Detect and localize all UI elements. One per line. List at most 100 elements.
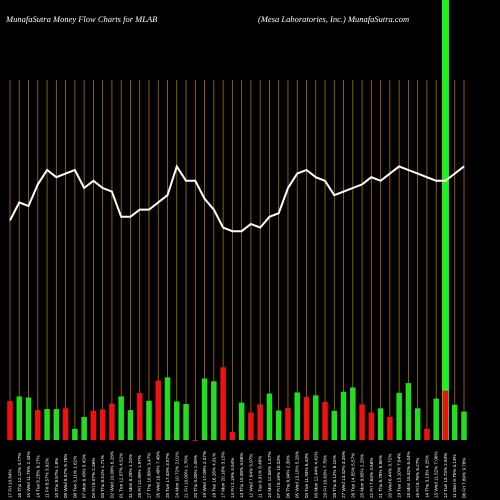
- money-flow-bar: [303, 397, 310, 440]
- x-tick-label: 24 Mon 10.72% 2.01%: [174, 452, 179, 498]
- x-tick-label: 07 Fri 8.19% 10.33%: [276, 455, 281, 498]
- x-tick-label: 16 Thu 12.12% 4.77%: [17, 453, 22, 498]
- x-tick-label: 25 Mon 9.85% 2.28%: [360, 454, 365, 498]
- x-tick-label: 03 Mon 12.44% 4.42%: [313, 452, 318, 498]
- money-flow-bar: [127, 410, 134, 440]
- money-flow-bar: [192, 440, 199, 441]
- money-flow-bar: [155, 380, 161, 440]
- money-flow-bar: [62, 408, 69, 440]
- money-flow-bar: [433, 398, 439, 440]
- grid-lines: [9, 80, 465, 440]
- money-flow-bar: [377, 408, 384, 440]
- x-tick-label: 18 Mon 15.82% 6.44%: [406, 452, 411, 498]
- money-flow-bar: [359, 404, 365, 440]
- x-tick-label: 05 Wed 13.15% 5.28%: [295, 451, 300, 498]
- money-flow-bar: [109, 403, 115, 440]
- money-flow-bar: [322, 401, 328, 440]
- money-flow-bar: [81, 416, 87, 440]
- x-tick-label: 15 Fri 8.76% 6.27%: [415, 458, 420, 498]
- x-tick-label: 14 Fri 2.19% 4.54%: [230, 458, 235, 498]
- money-flow-bar: [201, 378, 208, 440]
- x-tick-label: 13 Wed 11.52% 7.06%: [434, 451, 439, 498]
- x-tick-label: 22 Fri 7.63% 4.56%: [369, 458, 374, 498]
- x-tick-label: 17 Mon 20.16% 3.15%: [221, 452, 226, 498]
- x-tick-label: 13 Thu 10.38% 3.06%: [239, 453, 244, 498]
- money-flow-bar: [118, 396, 124, 440]
- money-flow-bar: [405, 383, 412, 440]
- x-tick-label: 20 Wed 6.44% 3.72%: [387, 454, 392, 498]
- money-flow-bar: [99, 409, 106, 440]
- money-flow-bar: [44, 409, 50, 440]
- money-flow-bar: [275, 410, 282, 440]
- x-tick-label: 11 Fri 8.57% 3.92%: [45, 458, 50, 498]
- x-tick-label: 18 Tue 16.26% 4.91%: [211, 453, 216, 498]
- money-flow-bar: [350, 387, 356, 440]
- x-tick-label: 08 Fri 7.89% 9.78%: [462, 458, 467, 498]
- x-tick-label: 11 Tue 9.91% 8.48%: [258, 456, 263, 498]
- x-tick-label: 03 Thu 8.51% 1.71%: [100, 455, 105, 498]
- x-tick-label: 20 Thu 0.00% 1.09%: [193, 455, 198, 498]
- x-tick-label: 28 Thu 8.12% 8.15%: [332, 455, 337, 498]
- price-line: [9, 164, 465, 233]
- money-flow-bar: [16, 396, 23, 440]
- money-flow-bar: [164, 377, 171, 440]
- x-tick-label: 02 Wed 10.09% 6.28%: [109, 451, 114, 498]
- x-tick-label: 07 Mon 6.43% 5.43%: [82, 454, 87, 498]
- x-tick-label: 04 Tue 11.93% 6.43%: [304, 453, 309, 498]
- money-flow-bar: [174, 401, 180, 440]
- x-tick-label: 10 Thu 8.57% 1.8%: [54, 458, 59, 498]
- money-flow-bar: [248, 412, 254, 440]
- money-flow-bar: [340, 391, 347, 440]
- x-tick-label: 15 Wed 11.75% 2.44%: [26, 451, 31, 498]
- money-flow-bar: [35, 410, 41, 440]
- x-tick-label: 17 Fri 10.84%: [8, 469, 13, 498]
- x-tick-label: 10 Mon 12.85% 1.57%: [267, 452, 272, 498]
- chart-title-left: MunafaSutra Money Flow Charts for MLAB: [5, 14, 157, 24]
- money-flow-bar: [313, 395, 319, 440]
- money-flow-bar: [220, 367, 226, 440]
- money-flow-bar: [90, 410, 97, 440]
- highlight-bar: [441, 0, 449, 440]
- money-flow-bar: [396, 392, 402, 440]
- x-tick-label: 21 Thu 8.78% 5.85%: [378, 455, 383, 498]
- x-tick-label: 31 Mon 8.28% 1.24%: [128, 454, 133, 498]
- x-tick-label: 11 Mon 9.75% 3.13%: [452, 454, 457, 498]
- money-flow-bar: [7, 401, 13, 440]
- x-tick-label: 27 Wed 13.42% 3.28%: [341, 451, 346, 498]
- money-flow-bar: [285, 407, 291, 440]
- money-flow-bar: [136, 393, 143, 440]
- money-flow-bar: [331, 410, 338, 440]
- x-tick-label: 19 Wed 17.09% 2.37%: [202, 451, 207, 498]
- money-flow-bar: [183, 404, 189, 440]
- x-tick-label: 12 Wed 7.64% 5.97%: [248, 454, 253, 498]
- money-flow-bar: [387, 416, 393, 440]
- x-tick-label: 26 Wed 16.48% 7.48%: [156, 451, 161, 498]
- chart-title-right: (Mesa Laboratories, Inc.) MunafaSutra.co…: [258, 14, 409, 24]
- money-flow-bar: [451, 404, 458, 440]
- x-tick-label: 26 Tue 14.55% 5.57%: [350, 453, 355, 498]
- x-tick-label: 29 Fri 10.63% 7.78%: [323, 455, 328, 498]
- x-tick-label: 21 Fri 10.00% 1.76%: [184, 455, 189, 498]
- x-tick-label: 14 Tue 8.25% 9.27%: [35, 455, 40, 498]
- money-flow-bar: [414, 408, 421, 440]
- money-flow-bar: [368, 412, 375, 440]
- x-axis-labels: 17 Fri 10.84% 16 Thu 12.12% 4.77% 15 Wed 1…: [8, 451, 467, 498]
- money-flow-bar: [238, 402, 245, 440]
- money-flow-bar: [72, 428, 78, 440]
- x-tick-label: 09 Wed 8.57% 8.76%: [63, 454, 68, 498]
- money-flow-bar: [257, 404, 263, 440]
- money-flow-bar: [294, 392, 300, 440]
- money-flow-bar: [461, 411, 467, 440]
- x-tick-label: 19 Tue 13.10% 7.64%: [397, 453, 402, 498]
- price-line-path: [9, 164, 465, 233]
- x-tick-label: 25 Tue 17.43% 3.57%: [165, 453, 170, 498]
- money-flow-bar: [266, 393, 273, 440]
- x-tick-label: 06 Thu 8.94% 2.39%: [285, 455, 290, 498]
- money-flow-bar: [442, 390, 449, 440]
- money-flow-bar: [53, 409, 60, 440]
- money-flow-bar: [424, 428, 430, 440]
- money-flow-bar: [211, 381, 217, 440]
- x-tick-label: 01 Tue 12.07% 4.52%: [119, 453, 124, 498]
- x-tick-label: 08 Tue 3.11% 1.62%: [72, 456, 77, 498]
